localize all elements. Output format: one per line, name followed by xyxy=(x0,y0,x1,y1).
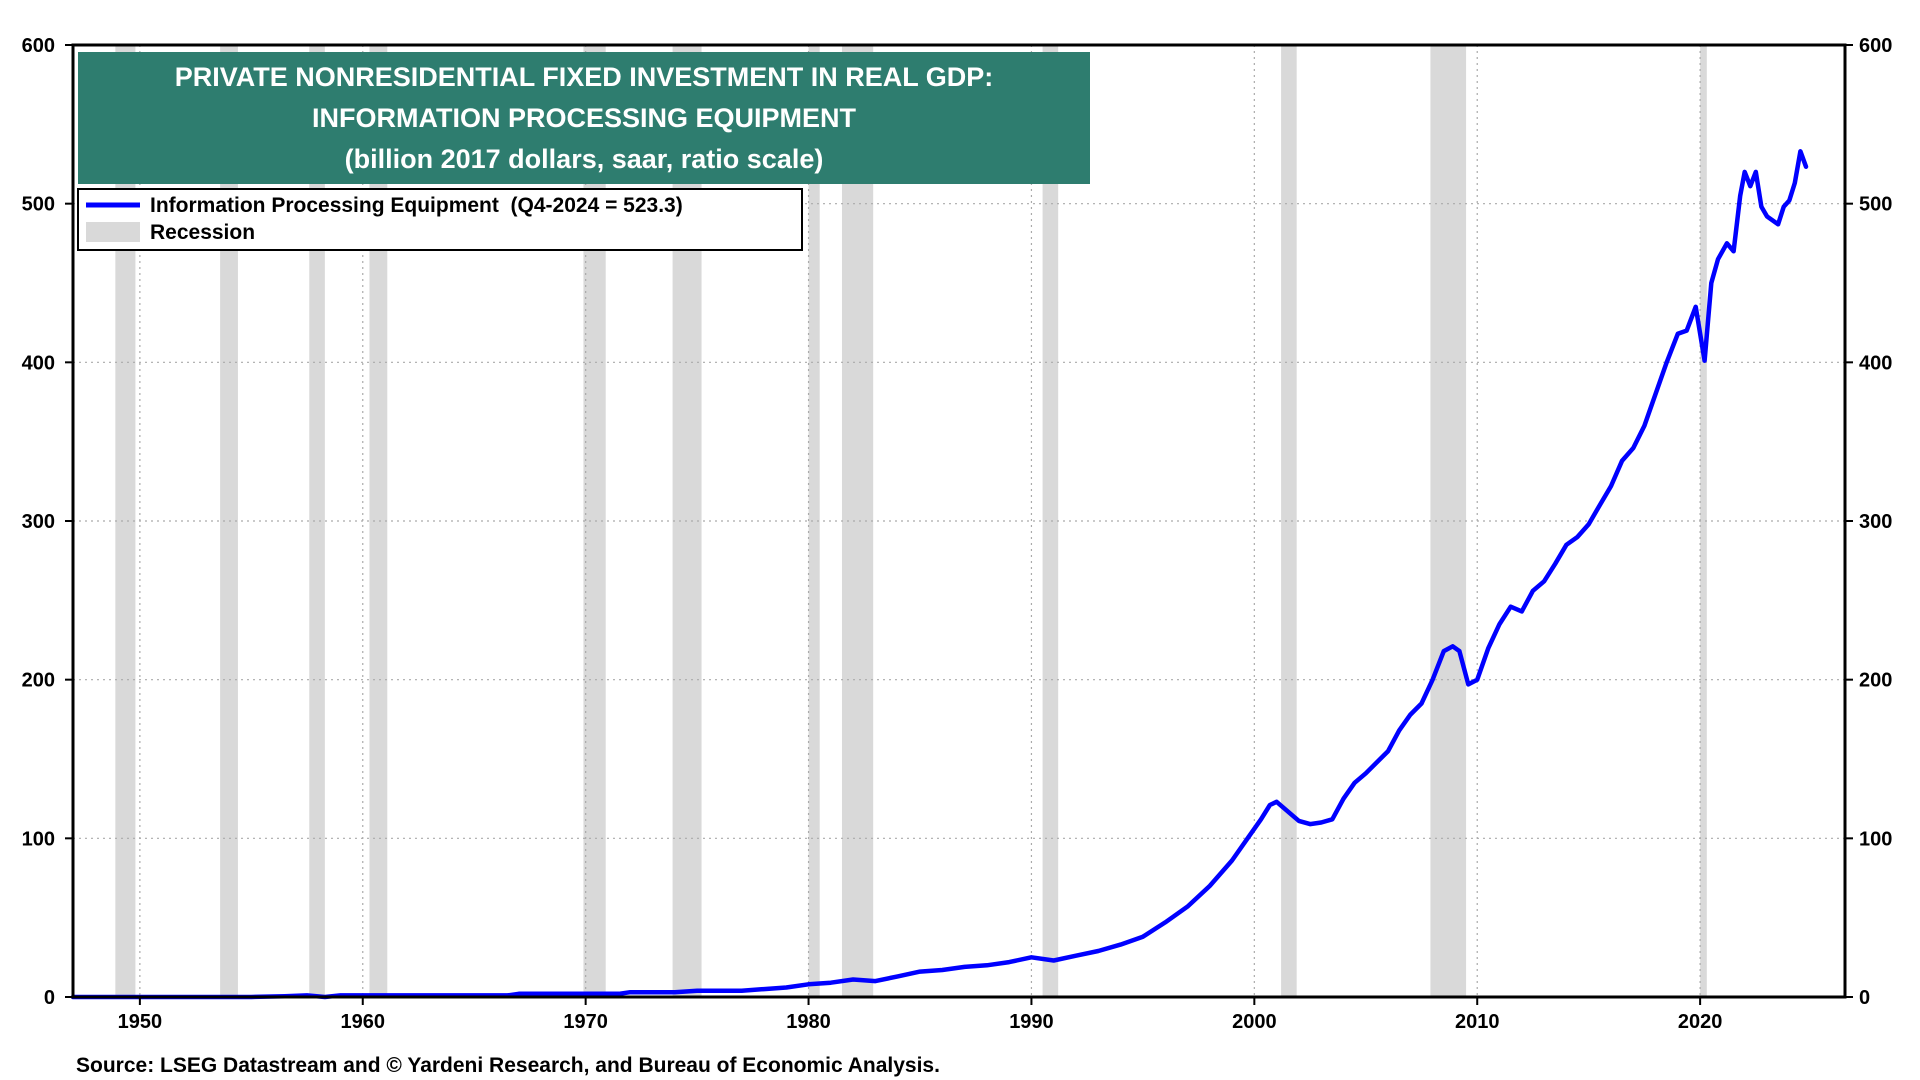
x-tick-label: 1980 xyxy=(786,1011,831,1033)
x-tick-label: 2010 xyxy=(1455,1011,1500,1033)
y-tick-label-right: 600 xyxy=(1859,35,1892,57)
chart-title-line-1: PRIVATE NONRESIDENTIAL FIXED INVESTMENT … xyxy=(175,62,994,92)
y-tick-label-right: 300 xyxy=(1859,511,1892,533)
recession-band xyxy=(1700,45,1707,997)
y-tick-label-left: 400 xyxy=(22,352,55,374)
y-tick-label-left: 600 xyxy=(22,35,55,57)
chart-title-box: PRIVATE NONRESIDENTIAL FIXED INVESTMENT … xyxy=(78,52,1090,184)
series-lines xyxy=(70,149,1809,1000)
recession-band xyxy=(309,45,325,997)
y-tick-label-left: 300 xyxy=(22,511,55,533)
legend-frame xyxy=(77,188,803,251)
recession-band xyxy=(1042,45,1059,997)
y-tick-label-right: 200 xyxy=(1859,670,1892,692)
legend-recession-swatch xyxy=(86,222,140,242)
recession-band xyxy=(369,45,388,997)
legend-label-recession: Recession xyxy=(150,221,255,244)
x-tick-label: 2000 xyxy=(1232,1011,1277,1033)
y-tick-label-left: 0 xyxy=(44,987,55,1009)
x-tick-label: 2020 xyxy=(1678,1011,1723,1033)
x-tick-label: 1960 xyxy=(341,1011,386,1033)
legend-label-series: Information Processing Equipment (Q4-202… xyxy=(150,194,683,217)
y-tick-label-left: 500 xyxy=(22,194,55,216)
recession-band xyxy=(808,45,820,997)
y-tick-label-right: 500 xyxy=(1859,194,1892,216)
y-tick-label-left: 100 xyxy=(22,828,55,850)
y-tick-label-right: 400 xyxy=(1859,352,1892,374)
y-tick-label-right: 100 xyxy=(1859,828,1892,850)
recession-band xyxy=(1281,45,1297,997)
y-tick-label-right: 0 xyxy=(1859,987,1870,1009)
chart-title-line-2: INFORMATION PROCESSING EQUIPMENT xyxy=(312,103,857,133)
legend: Information Processing Equipment (Q4-202… xyxy=(77,188,803,251)
series-line-information-processing-equipment xyxy=(70,149,1809,1000)
x-tick-label: 1970 xyxy=(563,1011,608,1033)
chart-subtitle: (billion 2017 dollars, saar, ratio scale… xyxy=(345,144,824,174)
gridlines xyxy=(73,45,1845,997)
recession-bands xyxy=(115,45,1707,997)
y-tick-label-left: 200 xyxy=(22,670,55,692)
title-background xyxy=(78,52,1090,184)
recession-band xyxy=(841,45,874,997)
x-tick-label: 1950 xyxy=(118,1011,163,1033)
recession-band xyxy=(115,45,136,997)
source-note: Source: LSEG Datastream and © Yardeni Re… xyxy=(76,1054,940,1077)
axis-ticks: 0 0 100 100 200 200 300 300 400 400 500 500 600 600 19… xyxy=(22,35,1893,1033)
recession-band xyxy=(583,45,606,997)
x-tick-label: 1990 xyxy=(1009,1011,1054,1033)
